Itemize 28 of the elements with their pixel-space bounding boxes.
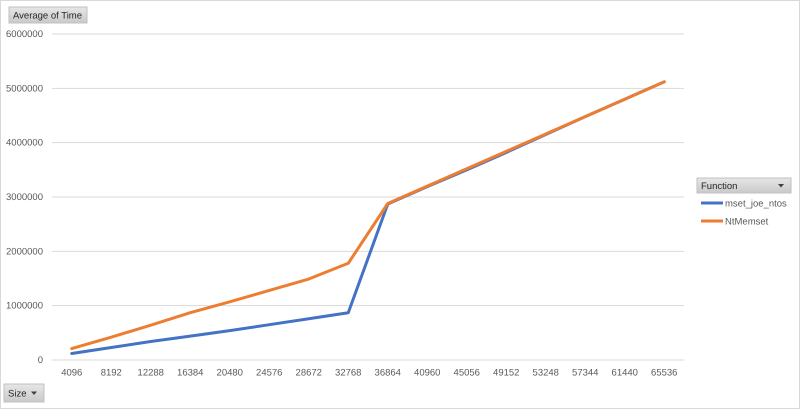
x-tick-label: 45056 [454,368,480,379]
x-axis-title: Size [8,388,26,400]
x-tick-label: 40960 [414,368,440,379]
x-tick-label: 32768 [335,368,362,379]
y-axis-title: Average of Time [13,10,82,22]
y-tick-label: 4000000 [6,138,43,149]
y-tick-label: 0 [38,355,43,366]
x-tick-label: 16384 [177,368,204,379]
legend-title: Function [701,181,738,192]
y-tick-label: 2000000 [6,246,43,258]
y-tick-label: 1000000 [6,300,43,312]
y-tick-label: 6000000 [6,29,43,40]
x-tick-label: 8192 [100,368,122,379]
x-tick-label: 53248 [532,368,559,379]
x-tick-label: 49152 [493,368,520,379]
x-tick-label: 4096 [61,368,82,379]
legend-label: NtMemset [725,216,769,228]
x-tick-label: 65536 [651,368,678,379]
x-tick-label: 12288 [138,368,164,379]
y-tick-label: 5000000 [6,83,43,94]
y-tick-label: 3000000 [6,192,43,204]
x-tick-label: 24576 [256,368,282,379]
x-tick-label: 57344 [572,368,598,379]
legend-label: mset_joe_ntos [725,198,788,210]
x-tick-label: 28672 [296,368,322,379]
x-tick-label: 61440 [612,368,638,379]
x-tick-label: 36864 [374,368,401,379]
x-tick-label: 20480 [216,368,243,379]
